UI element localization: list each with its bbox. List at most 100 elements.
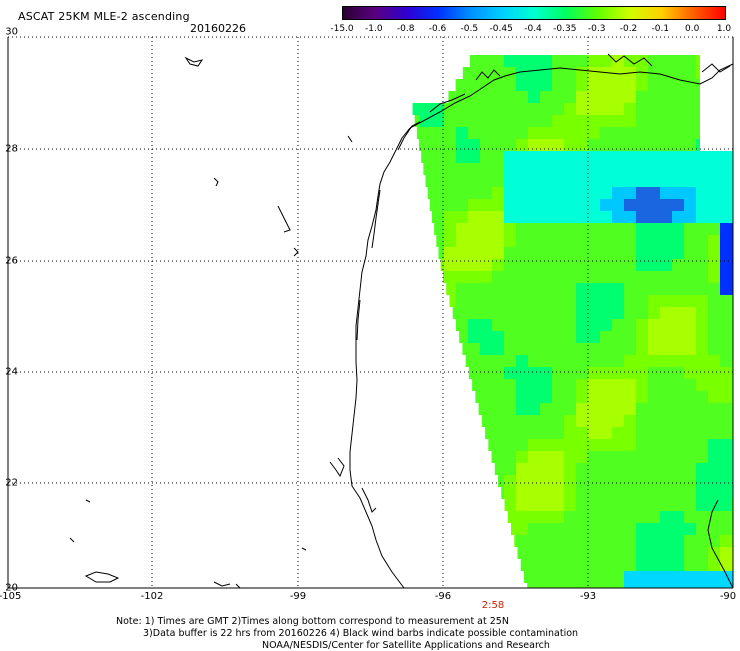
colorbar <box>342 6 726 20</box>
swath-cell <box>528 199 540 211</box>
swath-cell <box>708 451 720 463</box>
swath-cell <box>504 439 516 451</box>
swath-cell <box>636 571 648 583</box>
swath-cell <box>576 427 588 439</box>
swath-cell <box>588 583 600 588</box>
swath-cell <box>576 103 588 115</box>
swath-cell <box>480 175 492 187</box>
swath-cell <box>600 343 612 355</box>
swath-cell <box>624 415 636 427</box>
swath-cell <box>600 439 612 451</box>
swath-cell <box>624 583 636 588</box>
swath-cell <box>708 235 720 247</box>
swath-cell <box>672 283 684 295</box>
swath-cell <box>648 79 660 91</box>
swath-cell <box>624 319 636 331</box>
swath-cell <box>564 559 576 571</box>
swath-cell <box>660 199 672 211</box>
swath-cell <box>636 103 648 115</box>
swath-cell <box>516 199 528 211</box>
swath-cell <box>492 139 504 151</box>
swath-cell <box>684 367 696 379</box>
swath-cell <box>612 439 624 451</box>
swath-cell <box>720 403 732 415</box>
swath-cell <box>468 259 480 271</box>
swath-cell <box>612 163 624 175</box>
swath-cell <box>444 271 456 283</box>
swath-cell <box>564 139 576 151</box>
note-line-2: 3)Data buffer is 22 hrs from 20160226 4)… <box>143 628 579 639</box>
swath-cell <box>612 535 624 547</box>
swath-cell <box>648 163 660 175</box>
swath-cell <box>576 559 588 571</box>
swath-cell <box>696 451 708 463</box>
swath-cell <box>660 403 672 415</box>
swath-cell <box>540 55 552 67</box>
swath-cell <box>636 391 648 403</box>
swath-cell <box>612 331 624 343</box>
swath-cell <box>528 391 540 403</box>
swath-cell <box>600 559 612 571</box>
swath-cell <box>540 175 552 187</box>
swath-cell <box>504 403 516 415</box>
swath-cell <box>540 295 552 307</box>
swath-cell <box>516 499 528 511</box>
swath-cell <box>660 583 672 588</box>
swath-cell <box>600 295 612 307</box>
swath-cell <box>576 223 588 235</box>
swath-cell <box>540 439 552 451</box>
swath-cell <box>528 547 540 559</box>
swath-cell <box>660 271 672 283</box>
swath-cell <box>624 199 636 211</box>
swath-cell <box>624 571 636 583</box>
swath-cell <box>660 247 672 259</box>
swath-cell <box>624 163 636 175</box>
swath-cell <box>576 307 588 319</box>
swath-cell <box>504 151 516 163</box>
swath-cell <box>612 343 624 355</box>
swath-cell <box>588 355 600 367</box>
swath-cell <box>456 139 468 151</box>
swath-cell <box>624 175 636 187</box>
swath-cell <box>564 187 576 199</box>
swath-cell <box>660 55 672 67</box>
swath-cell <box>672 463 684 475</box>
swath-cell <box>588 559 600 571</box>
swath-cell <box>696 187 708 199</box>
swath-cell <box>684 115 696 127</box>
swath-cell <box>660 235 672 247</box>
swath-cell <box>504 259 516 271</box>
swath-cell <box>552 223 564 235</box>
swath-cell <box>504 319 516 331</box>
swath-cell <box>660 475 672 487</box>
swath-cell <box>660 223 672 235</box>
swath-cell <box>420 139 432 151</box>
swath-cell <box>612 379 624 391</box>
swath-cell <box>468 199 480 211</box>
swath-cell <box>552 475 564 487</box>
swath-cell <box>528 355 540 367</box>
swath-cell <box>600 271 612 283</box>
swath-cell <box>660 391 672 403</box>
swath-cell <box>648 187 660 199</box>
swath-cell <box>528 91 540 103</box>
swath-cell <box>528 295 540 307</box>
swath-cell <box>660 307 672 319</box>
swath-cell <box>720 295 732 307</box>
swath-cell <box>708 583 720 588</box>
swath-cell <box>492 151 504 163</box>
swath-cell <box>696 247 708 259</box>
swath-cell <box>636 295 648 307</box>
swath-cell <box>576 439 588 451</box>
swath-cell <box>708 463 720 475</box>
swath-cell <box>648 463 660 475</box>
swath-cell <box>504 463 516 475</box>
swath-cell <box>492 103 504 115</box>
swath-cell <box>648 499 660 511</box>
swath-cell <box>684 391 696 403</box>
swath-cell <box>576 391 588 403</box>
swath-cell <box>456 79 468 91</box>
swath-cell <box>468 223 480 235</box>
swath-cell <box>540 403 552 415</box>
swath-cell <box>540 343 552 355</box>
